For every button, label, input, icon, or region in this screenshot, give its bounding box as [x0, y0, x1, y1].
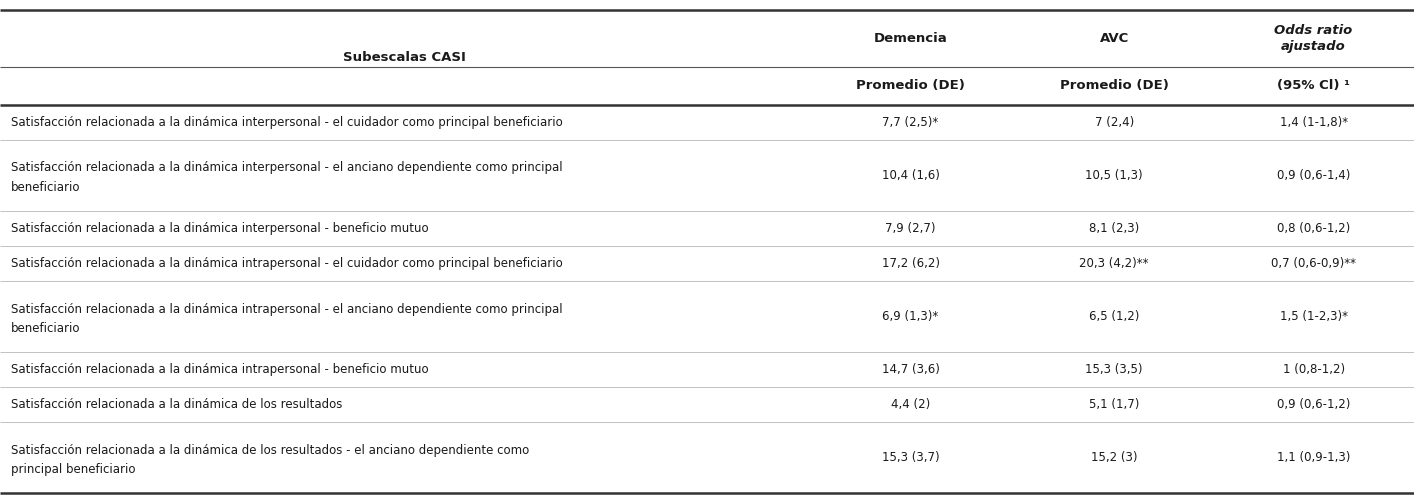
Text: Satisfacción relacionada a la dinámica interpersonal - beneficio mutuo: Satisfacción relacionada a la dinámica i… — [11, 222, 428, 235]
Text: 7,9 (2,7): 7,9 (2,7) — [885, 222, 936, 235]
Text: Satisfacción relacionada a la dinámica de los resultados - el anciano dependient: Satisfacción relacionada a la dinámica d… — [11, 444, 530, 457]
Text: 8,1 (2,3): 8,1 (2,3) — [1089, 222, 1140, 235]
Text: AVC: AVC — [1100, 32, 1128, 45]
Text: 14,7 (3,6): 14,7 (3,6) — [882, 363, 939, 376]
Text: 20,3 (4,2)**: 20,3 (4,2)** — [1079, 257, 1150, 270]
Text: Promedio (DE): Promedio (DE) — [1060, 79, 1168, 93]
Text: 1 (0,8-1,2): 1 (0,8-1,2) — [1282, 363, 1345, 376]
Text: 0,8 (0,6-1,2): 0,8 (0,6-1,2) — [1277, 222, 1350, 235]
Text: Satisfacción relacionada a la dinámica de los resultados: Satisfacción relacionada a la dinámica d… — [11, 398, 342, 411]
Text: 0,9 (0,6-1,2): 0,9 (0,6-1,2) — [1277, 398, 1350, 411]
Text: 1,4 (1-1,8)*: 1,4 (1-1,8)* — [1280, 116, 1348, 129]
Text: 6,5 (1,2): 6,5 (1,2) — [1089, 310, 1140, 323]
Text: Satisfacción relacionada a la dinámica intrapersonal - el anciano dependiente co: Satisfacción relacionada a la dinámica i… — [11, 303, 563, 316]
Text: 4,4 (2): 4,4 (2) — [891, 398, 930, 411]
Text: 7 (2,4): 7 (2,4) — [1094, 116, 1134, 129]
Text: 10,5 (1,3): 10,5 (1,3) — [1086, 169, 1143, 182]
Text: 6,9 (1,3)*: 6,9 (1,3)* — [882, 310, 939, 323]
Text: 7,7 (2,5)*: 7,7 (2,5)* — [882, 116, 939, 129]
Text: 15,2 (3): 15,2 (3) — [1092, 451, 1137, 464]
Text: Satisfacción relacionada a la dinámica interpersonal - el cuidador como principa: Satisfacción relacionada a la dinámica i… — [11, 116, 563, 129]
Text: beneficiario: beneficiario — [11, 181, 81, 194]
Text: Satisfacción relacionada a la dinámica intrapersonal - el cuidador como principa: Satisfacción relacionada a la dinámica i… — [11, 257, 563, 270]
Text: (95% Cl) ¹: (95% Cl) ¹ — [1277, 79, 1350, 93]
Text: Odds ratio
ajustado: Odds ratio ajustado — [1274, 24, 1353, 53]
Text: 0,7 (0,6-0,9)**: 0,7 (0,6-0,9)** — [1271, 257, 1356, 270]
Text: 10,4 (1,6): 10,4 (1,6) — [882, 169, 939, 182]
Text: Satisfacción relacionada a la dinámica intrapersonal - beneficio mutuo: Satisfacción relacionada a la dinámica i… — [11, 363, 428, 376]
Text: 0,9 (0,6-1,4): 0,9 (0,6-1,4) — [1277, 169, 1350, 182]
Text: 17,2 (6,2): 17,2 (6,2) — [881, 257, 940, 270]
Text: 1,5 (1-2,3)*: 1,5 (1-2,3)* — [1280, 310, 1348, 323]
Text: beneficiario: beneficiario — [11, 322, 81, 335]
Text: 15,3 (3,7): 15,3 (3,7) — [882, 451, 939, 464]
Text: 1,1 (0,9-1,3): 1,1 (0,9-1,3) — [1277, 451, 1350, 464]
Text: 5,1 (1,7): 5,1 (1,7) — [1089, 398, 1140, 411]
Text: Satisfacción relacionada a la dinámica interpersonal - el anciano dependiente co: Satisfacción relacionada a la dinámica i… — [11, 161, 563, 174]
Text: Promedio (DE): Promedio (DE) — [857, 79, 964, 93]
Text: principal beneficiario: principal beneficiario — [11, 463, 136, 476]
Text: Subescalas CASI: Subescalas CASI — [344, 51, 465, 64]
Text: Demencia: Demencia — [874, 32, 947, 45]
Text: 15,3 (3,5): 15,3 (3,5) — [1086, 363, 1143, 376]
